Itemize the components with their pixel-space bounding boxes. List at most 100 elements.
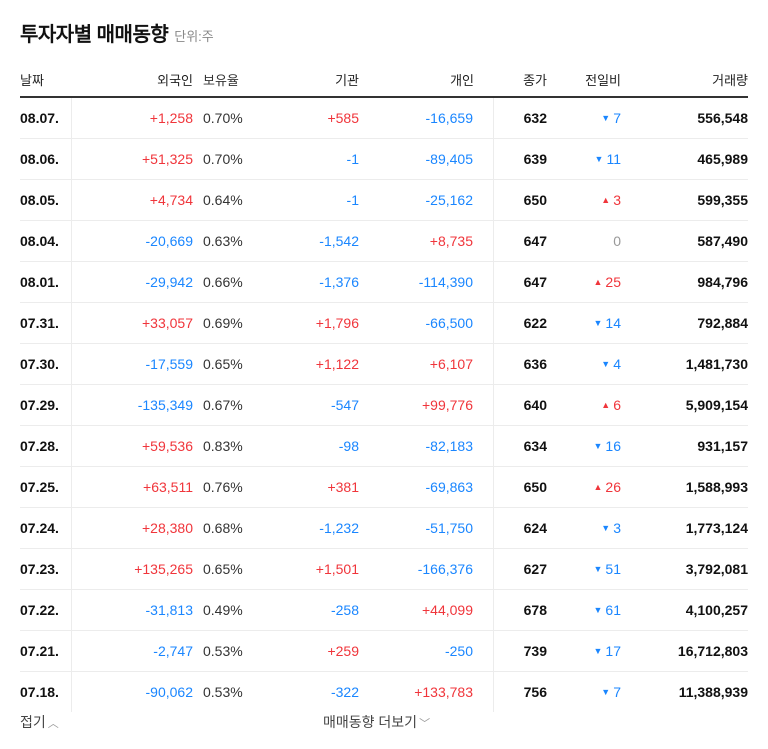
cell-date: 08.07. bbox=[20, 98, 72, 138]
header-date: 날짜 bbox=[20, 72, 44, 88]
change-value: 25 bbox=[605, 274, 621, 290]
cell-holding: 0.70% bbox=[203, 151, 243, 167]
table-row: 07.24. +28,380 0.68% -1,232 -51,750 624 ▼ 3 1,77… bbox=[20, 508, 748, 549]
cell-foreign: +63,511 bbox=[143, 479, 193, 495]
triangle-up-icon: ▲ bbox=[593, 277, 603, 287]
cell-date: 07.23. bbox=[20, 549, 72, 589]
cell-change: ▼ 16 bbox=[547, 426, 622, 466]
cell-foreign: +33,057 bbox=[142, 315, 193, 331]
cell-individual: -51,750 bbox=[359, 508, 494, 548]
cell-change: ▼ 7 bbox=[547, 672, 621, 712]
triangle-down-icon: ▼ bbox=[601, 687, 611, 697]
cell-date: 07.18. bbox=[20, 672, 72, 712]
header-change: 전일비 bbox=[585, 72, 621, 88]
cell-foreign: -20,669 bbox=[145, 233, 193, 249]
cell-institution: +1,501 bbox=[315, 561, 359, 577]
cell-change: ▼ 51 bbox=[547, 549, 622, 589]
cell-close: 647 bbox=[523, 274, 547, 290]
triangle-down-icon: ▼ bbox=[601, 523, 611, 533]
cell-volume: 465,989 bbox=[697, 151, 748, 167]
change-value: 4 bbox=[613, 356, 621, 372]
cell-individual: -16,659 bbox=[359, 98, 494, 138]
cell-institution: -1,376 bbox=[319, 274, 359, 290]
more-trading-button[interactable]: 매매동향 더보기 ﹀ bbox=[323, 712, 430, 732]
cell-holding: 0.69% bbox=[203, 315, 243, 331]
change-value: 61 bbox=[605, 602, 621, 618]
cell-close: 622 bbox=[523, 315, 547, 331]
cell-institution: -1 bbox=[346, 151, 359, 167]
cell-individual: +99,776 bbox=[359, 385, 494, 425]
cell-date: 08.05. bbox=[20, 180, 72, 220]
cell-individual: -66,500 bbox=[359, 303, 494, 343]
cell-volume: 5,909,154 bbox=[685, 397, 748, 413]
cell-volume: 556,548 bbox=[697, 110, 748, 126]
cell-volume: 11,388,939 bbox=[678, 684, 748, 700]
cell-holding: 0.49% bbox=[203, 602, 243, 618]
cell-holding: 0.66% bbox=[203, 274, 243, 290]
cell-individual: +8,735 bbox=[359, 221, 494, 261]
cell-foreign: +51,325 bbox=[142, 151, 193, 167]
cell-change: ▲ 3 bbox=[547, 180, 621, 220]
cell-foreign: +4,734 bbox=[149, 192, 193, 208]
cell-institution: -98 bbox=[338, 438, 359, 454]
cell-date: 07.29. bbox=[20, 385, 72, 425]
change-value: 16 bbox=[605, 438, 621, 454]
cell-institution: -1,232 bbox=[319, 520, 359, 536]
triangle-down-icon: ▼ bbox=[593, 318, 603, 328]
header-holding: 보유율 bbox=[203, 72, 239, 88]
cell-foreign: -90,062 bbox=[145, 684, 193, 700]
cell-institution: +585 bbox=[327, 110, 359, 126]
cell-holding: 0.65% bbox=[203, 356, 243, 372]
change-value: 0 bbox=[613, 233, 621, 249]
cell-individual: -250 bbox=[359, 631, 494, 671]
cell-institution: -258 bbox=[330, 602, 359, 618]
cell-change: ▼ 17 bbox=[547, 631, 622, 671]
triangle-up-icon: ▲ bbox=[601, 195, 611, 205]
fold-label: 접기 bbox=[20, 714, 46, 730]
cell-holding: 0.83% bbox=[203, 438, 243, 454]
cell-close: 678 bbox=[523, 602, 547, 618]
cell-close: 640 bbox=[523, 397, 547, 413]
triangle-down-icon: ▼ bbox=[593, 646, 603, 656]
cell-change: ▼ 7 bbox=[547, 98, 621, 138]
cell-change: ▼ 11 bbox=[547, 139, 621, 179]
page-title: 투자자별 매매동향 bbox=[20, 24, 169, 46]
change-value: 3 bbox=[613, 192, 621, 208]
change-value: 17 bbox=[605, 643, 621, 659]
cell-close: 624 bbox=[523, 520, 547, 536]
cell-holding: 0.68% bbox=[203, 520, 243, 536]
chevron-down-icon: ﹀ bbox=[419, 718, 431, 730]
header-volume: 거래량 bbox=[712, 72, 748, 88]
cell-volume: 3,792,081 bbox=[685, 561, 748, 577]
triangle-down-icon: ▼ bbox=[601, 113, 611, 123]
cell-change: 0 bbox=[547, 221, 621, 261]
cell-holding: 0.76% bbox=[203, 479, 243, 495]
cell-individual: +44,099 bbox=[359, 590, 494, 630]
change-value: 26 bbox=[605, 479, 621, 495]
cell-institution: +381 bbox=[327, 479, 359, 495]
fold-button[interactable]: 접기 ︿ bbox=[20, 712, 59, 732]
triangle-down-icon: ▼ bbox=[593, 605, 603, 615]
cell-individual: -89,405 bbox=[359, 139, 494, 179]
triangle-down-icon: ▼ bbox=[593, 564, 603, 574]
table-row: 08.01. -29,942 0.66% -1,376 -114,390 647 ▲ 25 98… bbox=[20, 262, 748, 303]
change-value: 14 bbox=[605, 315, 621, 331]
cell-foreign: +59,536 bbox=[142, 438, 193, 454]
table-row: 07.22. -31,813 0.49% -258 +44,099 678 ▼ 61 4,100… bbox=[20, 590, 748, 631]
cell-holding: 0.65% bbox=[203, 561, 243, 577]
table-row: 07.30. -17,559 0.65% +1,122 +6,107 636 ▼ 4 1,481… bbox=[20, 344, 748, 385]
cell-volume: 1,481,730 bbox=[685, 356, 748, 372]
chevron-up-icon: ︿ bbox=[47, 718, 59, 730]
cell-close: 739 bbox=[523, 643, 547, 659]
cell-close: 636 bbox=[523, 356, 547, 372]
section-title: 투자자별 매매동향 단위:주 bbox=[20, 18, 214, 47]
table-header: 날짜 외국인 보유율 기관 개인 종가 전일비 거래량 bbox=[20, 62, 748, 98]
cell-institution: -1 bbox=[346, 192, 359, 208]
cell-close: 650 bbox=[523, 192, 547, 208]
unit-label: 단위:주 bbox=[174, 29, 214, 44]
table-row: 07.29. -135,349 0.67% -547 +99,776 640 ▲ 6 5,909… bbox=[20, 385, 748, 426]
cell-foreign: -17,559 bbox=[145, 356, 193, 372]
table-row: 08.07. +1,258 0.70% +585 -16,659 632 ▼ 7 556,548 bbox=[20, 98, 748, 139]
cell-date: 07.22. bbox=[20, 590, 72, 630]
cell-volume: 16,712,803 bbox=[677, 643, 748, 659]
